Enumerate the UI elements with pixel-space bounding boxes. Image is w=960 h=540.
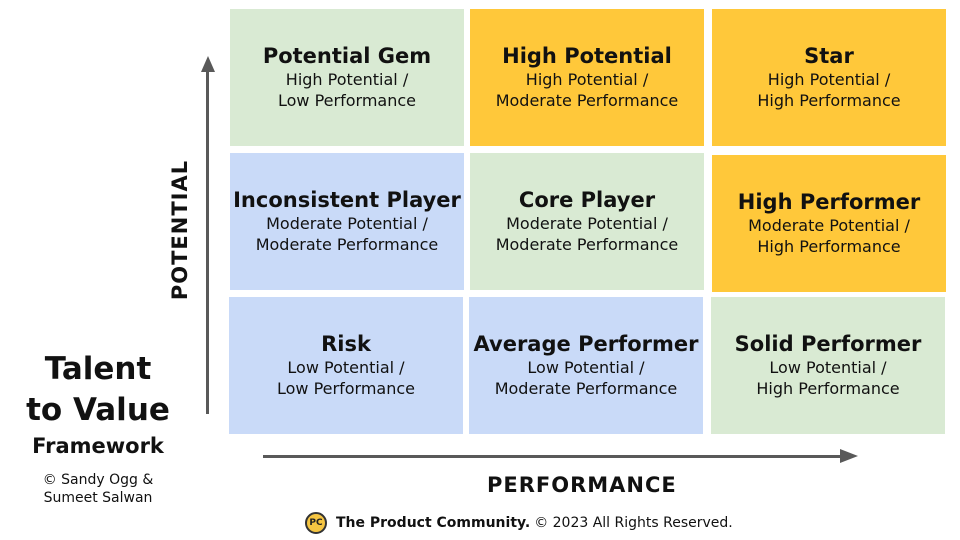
y-axis-label: POTENTIAL	[168, 159, 192, 301]
cell-line: Moderate Potential /	[506, 214, 668, 233]
x-axis-label: PERFORMANCE	[487, 473, 677, 497]
cell-title: Star	[804, 44, 854, 68]
footer-rights: © 2023 All Rights Reserved.	[534, 515, 733, 531]
cell-line: Low Performance	[277, 379, 415, 398]
cell-line: High Performance	[756, 379, 900, 398]
product-community-logo-icon: PC	[305, 512, 327, 534]
cell-line: Moderate Performance	[495, 91, 679, 110]
y-axis-line	[206, 70, 209, 414]
cell-solid-performer: Solid Performer Low Potential / High Per…	[711, 297, 945, 434]
x-axis-line	[263, 455, 841, 458]
cell-high-performer: High Performer Moderate Potential / High…	[712, 155, 946, 292]
cell-line: Low Potential /	[287, 358, 405, 377]
cell-line: High Performance	[757, 237, 901, 256]
logo-text: PC	[309, 518, 323, 528]
cell-title: Inconsistent Player	[233, 188, 461, 212]
framework-title-line1: Talent	[44, 351, 152, 387]
credit-line2: Sumeet Salwan	[43, 490, 153, 506]
cell-potential-gem: Potential Gem High Potential / Low Perfo…	[230, 9, 464, 146]
cell-average-performer: Average Performer Low Potential / Modera…	[469, 297, 703, 434]
x-axis-arrow-icon	[840, 449, 858, 463]
cell-line: High Potential /	[285, 70, 409, 89]
cell-line: Moderate Performance	[495, 235, 679, 254]
cell-title: High Performer	[737, 190, 921, 214]
cell-high-potential: High Potential High Potential / Moderate…	[470, 9, 704, 146]
cell-line: Moderate Performance	[255, 235, 439, 254]
y-axis-arrow-icon	[201, 56, 215, 72]
footer: PC The Product Community. © 2023 All Rig…	[305, 512, 733, 534]
cell-star: Star High Potential / High Performance	[712, 9, 946, 146]
cell-title: Average Performer	[473, 332, 699, 356]
cell-line: High Potential /	[767, 70, 891, 89]
cell-inconsistent-player: Inconsistent Player Moderate Potential /…	[230, 153, 464, 290]
credit-line1: © Sandy Ogg &	[42, 472, 154, 488]
cell-line: Low Performance	[278, 91, 416, 110]
cell-line: Moderate Performance	[494, 379, 678, 398]
cell-title: Solid Performer	[734, 332, 922, 356]
cell-line: Low Potential /	[527, 358, 645, 377]
cell-title: High Potential	[502, 44, 672, 68]
cell-line: High Performance	[757, 91, 901, 110]
cell-core-player: Core Player Moderate Potential / Moderat…	[470, 153, 704, 290]
cell-risk: Risk Low Potential / Low Performance	[229, 297, 463, 434]
cell-line: Moderate Potential /	[748, 216, 910, 235]
cell-title: Core Player	[518, 188, 656, 212]
framework-title-line3: Framework	[32, 434, 164, 458]
cell-title: Potential Gem	[262, 44, 432, 68]
cell-line: Low Potential /	[769, 358, 887, 377]
framework-title-line2: to Value	[26, 392, 170, 428]
footer-brand: The Product Community.	[336, 515, 531, 531]
cell-title: Risk	[321, 332, 371, 356]
cell-line: High Potential /	[525, 70, 649, 89]
cell-line: Moderate Potential /	[266, 214, 428, 233]
